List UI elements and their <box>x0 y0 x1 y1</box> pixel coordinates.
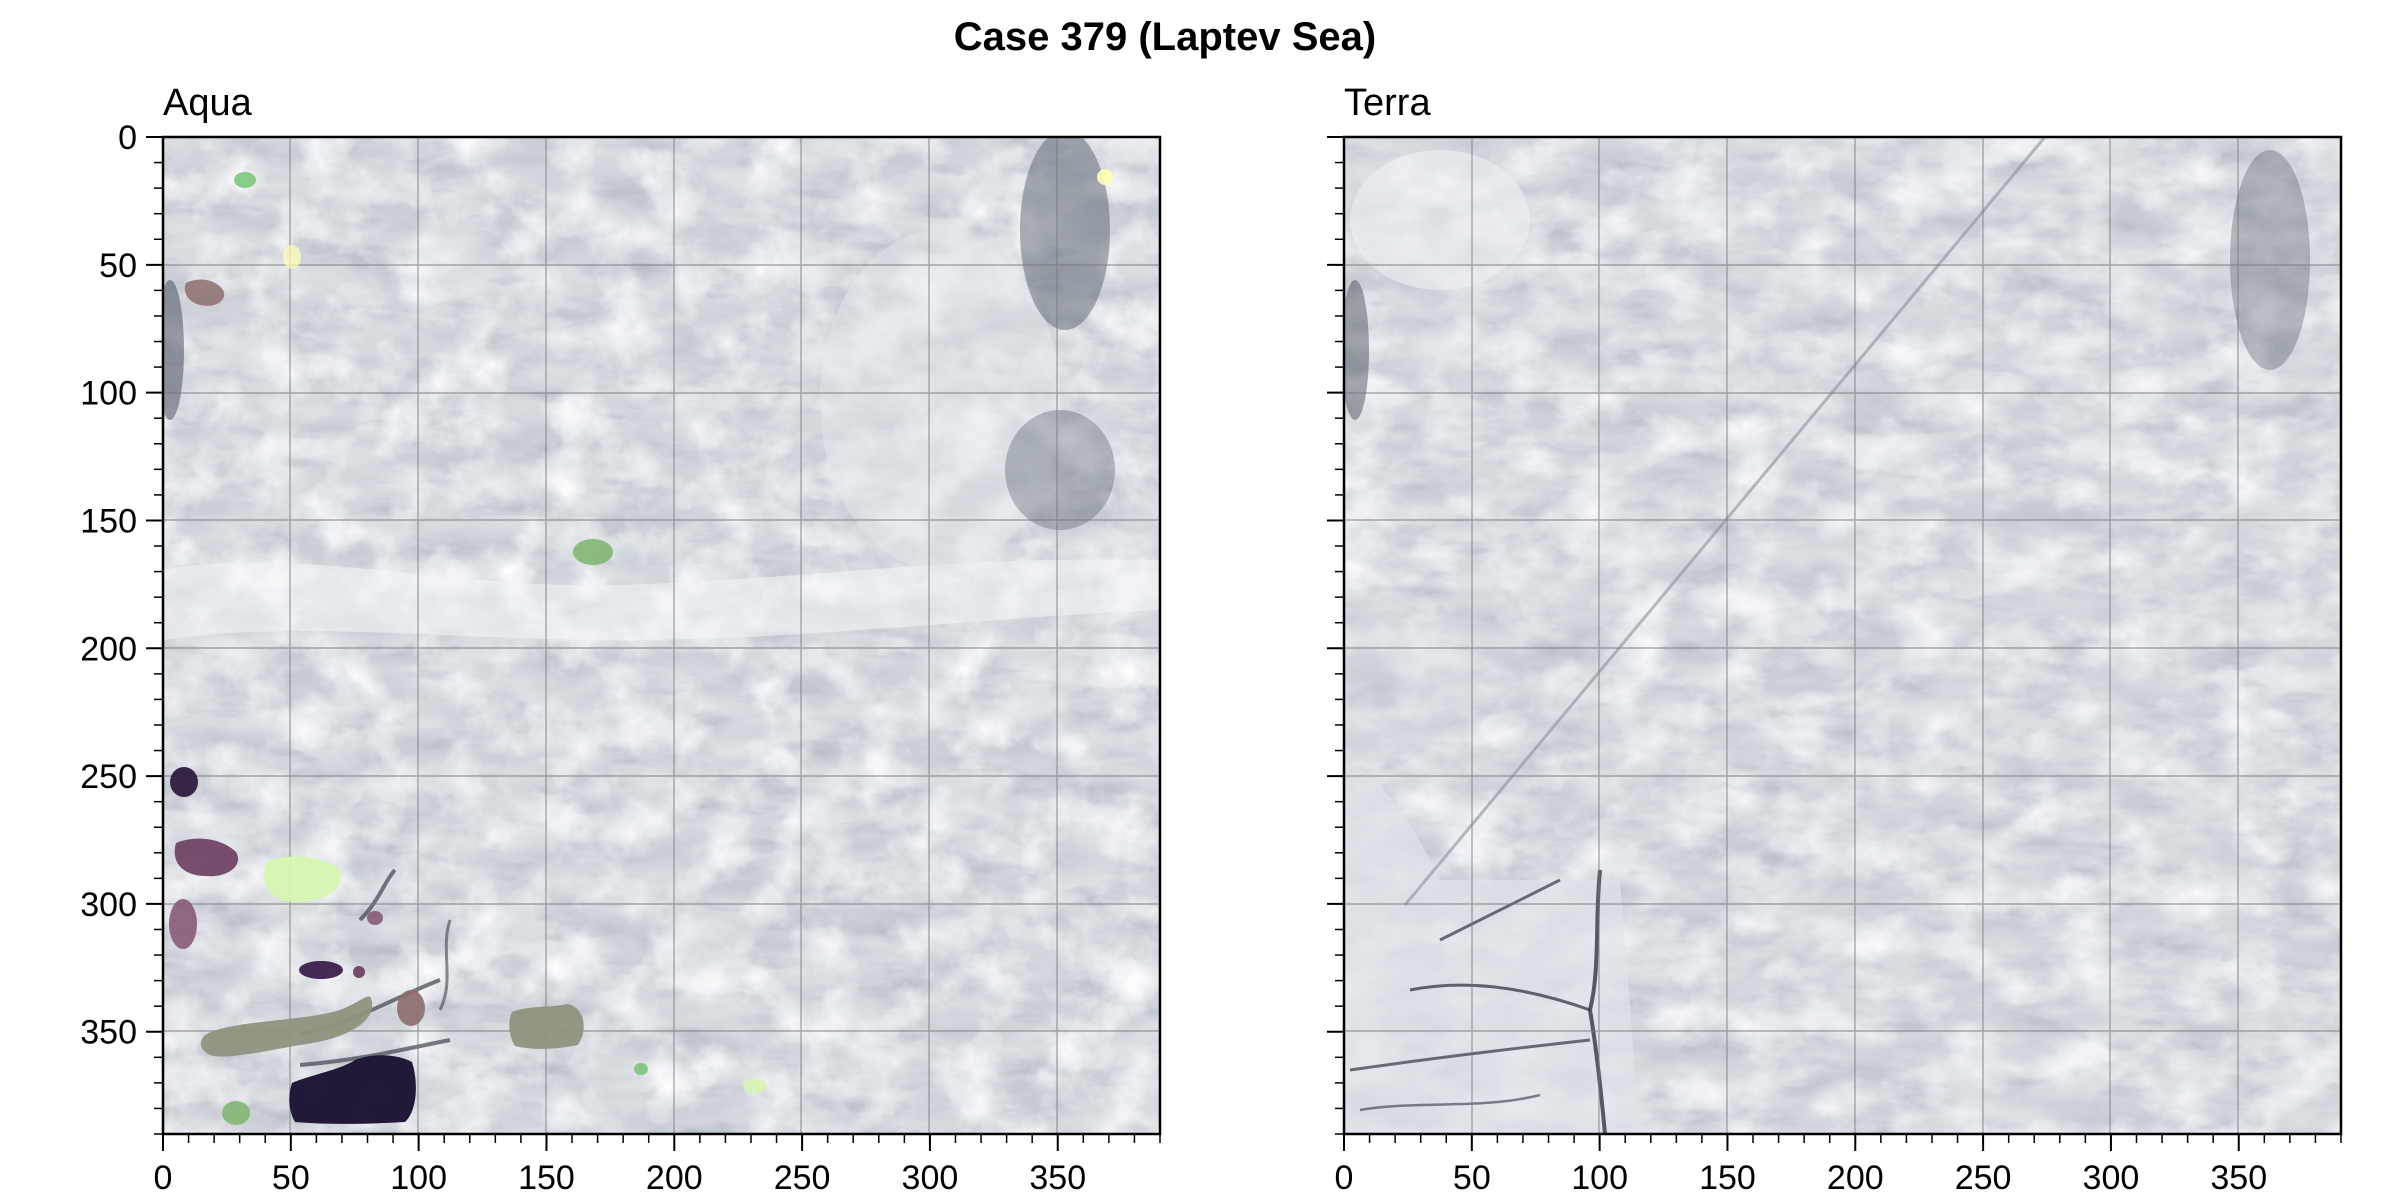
x-tick-label: 150 <box>518 1159 575 1197</box>
y-tick-label: 350 <box>80 1014 137 1052</box>
x-tick-label: 100 <box>390 1159 447 1197</box>
y-tick-label: 300 <box>80 886 137 924</box>
x-tick-label: 350 <box>1029 1159 1086 1197</box>
floe-overlay <box>264 856 341 903</box>
x-tick-label: 50 <box>272 1159 310 1197</box>
x-tick-label: 250 <box>1955 1159 2012 1197</box>
figure-title: Case 379 (Laptev Sea) <box>954 15 1376 59</box>
y-tick-label: 150 <box>80 502 137 540</box>
floe-overlay <box>283 245 301 269</box>
floe-overlay <box>634 1063 648 1075</box>
grid-aqua <box>163 137 1160 1134</box>
floe-overlay <box>573 539 613 565</box>
y-tick-label: 200 <box>80 630 137 668</box>
floe-overlay <box>397 990 425 1026</box>
x-tick-label: 50 <box>1453 1159 1491 1197</box>
x-tick-label: 200 <box>646 1159 703 1197</box>
x-tick-label: 250 <box>774 1159 831 1197</box>
satellite-image-aqua <box>163 137 1160 1134</box>
floe-overlay <box>200 996 373 1057</box>
y-tick-label: 50 <box>99 247 137 285</box>
floe-overlay <box>184 279 225 306</box>
axes-frame-terra <box>1342 135 2343 1136</box>
x-tick-label: 300 <box>2083 1159 2140 1197</box>
y-tick-label: 100 <box>80 375 137 413</box>
x-tick-label: 150 <box>1699 1159 1756 1197</box>
floe-overlay <box>174 838 239 877</box>
y-tick-label: 0 <box>118 119 137 157</box>
x-tick-label: 100 <box>1571 1159 1628 1197</box>
x-tick-label: 0 <box>1335 1159 1354 1197</box>
floe-overlay <box>353 966 365 978</box>
floe-overlay <box>1097 169 1113 185</box>
floe-overlay <box>170 767 198 797</box>
floe-overlay <box>222 1101 250 1125</box>
floe-overlay <box>299 961 343 979</box>
panel-terra: Terra <box>1327 82 2343 1197</box>
grid-terra <box>1344 137 2341 1134</box>
axis-ticks-aqua: 0 50 100 150 200 250 300 350 0 50 100 150 200 250 300 3… <box>80 119 1161 1197</box>
x-tick-label: 200 <box>1827 1159 1884 1197</box>
axis-ticks-terra: 0 50 100 150 200 250 300 350 <box>1327 136 2342 1197</box>
x-tick-label: 0 <box>154 1159 173 1197</box>
floe-overlay <box>509 1004 584 1049</box>
axes-frame-aqua <box>161 135 1162 1136</box>
panel-title-aqua: Aqua <box>163 82 253 124</box>
y-tick-label: 250 <box>80 758 137 796</box>
floe-overlay <box>234 172 256 188</box>
floe-overlay <box>169 899 197 949</box>
x-tick-label: 300 <box>902 1159 959 1197</box>
panel-aqua: Aqua <box>80 82 1162 1197</box>
floe-overlay <box>367 911 383 925</box>
floe-overlays-aqua <box>169 169 1113 1125</box>
floe-overlay <box>289 1055 416 1124</box>
satellite-image-terra <box>1344 137 2341 1134</box>
floe-overlay <box>743 1079 767 1093</box>
x-tick-label: 350 <box>2210 1159 2267 1197</box>
panel-title-terra: Terra <box>1344 82 1431 124</box>
